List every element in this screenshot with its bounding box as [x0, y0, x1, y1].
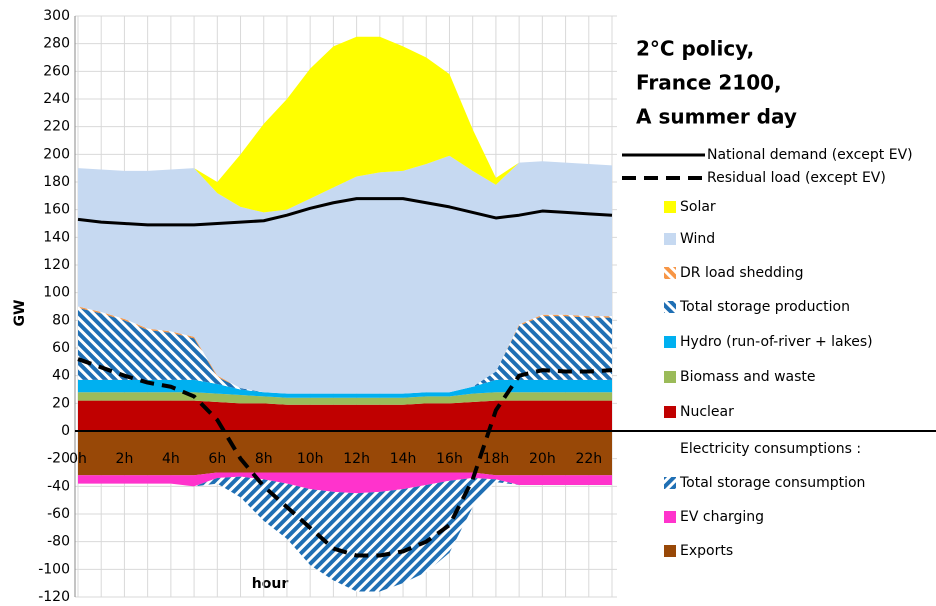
legend-swatch	[664, 233, 676, 245]
y-tick-label: 80	[52, 312, 70, 328]
line	[77, 357, 613, 558]
y-tick-label: -80	[47, 534, 70, 550]
legend-note: Electricity consumptions :	[680, 441, 861, 457]
chart-title: A summer day	[636, 105, 797, 129]
legend-swatch	[664, 301, 676, 313]
x-tick-label: 8h	[255, 451, 273, 467]
x-tick-label: 20h	[529, 451, 556, 467]
y-tick-label: 20	[52, 395, 70, 411]
legend-label: Hydro (run-of-river + lakes)	[680, 334, 873, 350]
area	[78, 36, 612, 213]
legend-swatch	[664, 545, 676, 557]
y-tick-label: 120	[43, 257, 70, 273]
y-tick-label: -60	[47, 506, 70, 522]
y-tick-label: 140	[43, 229, 70, 245]
legend-label: Biomass and waste	[680, 369, 816, 385]
legend-swatch	[664, 336, 676, 348]
legend-swatch	[664, 511, 676, 523]
legend-label: Total storage production	[679, 299, 850, 315]
line	[77, 197, 613, 227]
area	[78, 431, 612, 476]
y-tick-label: 60	[52, 340, 70, 356]
y-tick-label: 280	[43, 36, 70, 52]
y-tick-label: -100	[38, 561, 70, 577]
legend-swatch	[664, 267, 676, 279]
area	[78, 476, 612, 592]
y-tick-label: 100	[43, 285, 70, 301]
y-tick-label: 200	[43, 146, 70, 162]
chart-title: 2°C policy,	[636, 37, 754, 61]
x-tick-label: 0h	[69, 451, 87, 467]
x-tick-label: 22h	[575, 451, 602, 467]
x-tick-label: 10h	[297, 451, 324, 467]
y-axis-label: GW	[12, 300, 28, 327]
legend-label: EV charging	[680, 509, 764, 525]
legend-label: Total storage consumption	[679, 475, 865, 491]
legend-label: Nuclear	[680, 404, 734, 420]
legend-label: Residual load (except EV)	[707, 170, 886, 186]
legend-label: National demand (except EV)	[707, 147, 913, 163]
legend-label: DR load shedding	[680, 265, 804, 281]
legend-swatch	[664, 477, 676, 489]
y-tick-label: -120	[38, 589, 70, 605]
x-tick-label: 2h	[116, 451, 134, 467]
y-tick-label: 40	[52, 368, 70, 384]
x-tick-label: 12h	[343, 451, 370, 467]
y-tick-label: -20	[47, 451, 70, 467]
legend-label: Wind	[680, 231, 715, 247]
x-tick-label: 18h	[483, 451, 510, 467]
legend-swatch	[664, 371, 676, 383]
y-tick-label: 180	[43, 174, 70, 190]
area	[78, 472, 612, 494]
x-tick-label: 14h	[390, 451, 417, 467]
area	[78, 306, 612, 394]
legend-swatch	[664, 406, 676, 418]
y-tick-label: 240	[43, 91, 70, 107]
area	[78, 392, 612, 405]
legend-label: Exports	[680, 543, 733, 559]
area	[78, 307, 612, 394]
y-tick-label: 220	[43, 119, 70, 135]
area	[78, 400, 612, 431]
legend-swatch	[664, 201, 676, 213]
y-tick-label: 260	[43, 63, 70, 79]
x-axis-label: hour	[252, 576, 289, 592]
y-tick-label: -40	[47, 478, 70, 494]
legend-label: Solar	[680, 199, 716, 215]
x-tick-label: 16h	[436, 451, 463, 467]
x-tick-label: 4h	[162, 451, 180, 467]
area	[78, 379, 612, 398]
y-tick-label: 160	[43, 202, 70, 218]
chart-title: France 2100,	[636, 71, 782, 95]
y-tick-label: 0	[61, 423, 70, 439]
x-tick-label: 6h	[208, 451, 226, 467]
y-tick-label: 300	[43, 8, 70, 24]
